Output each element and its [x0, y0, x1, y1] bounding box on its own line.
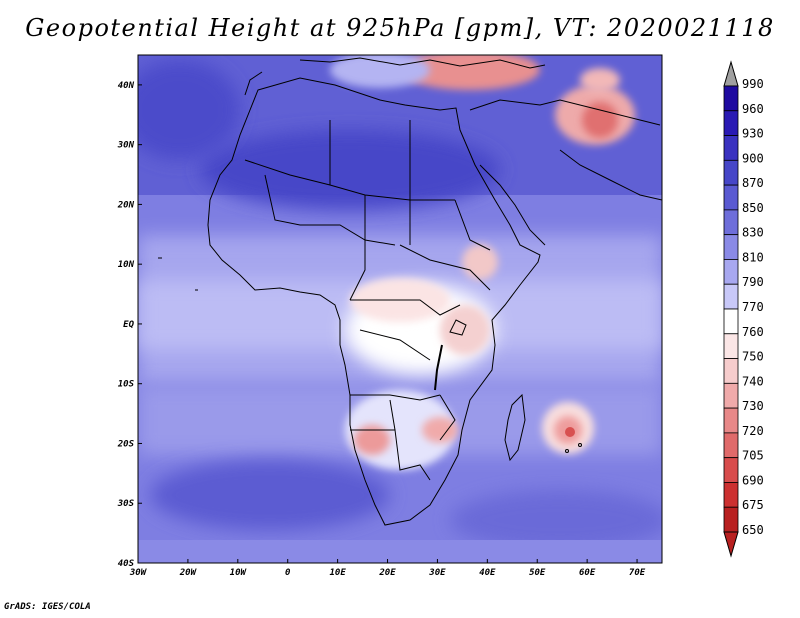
- map-frame: [137, 54, 663, 564]
- colorbar-box: [723, 482, 739, 508]
- height-field: [138, 55, 662, 563]
- colorbar-box: [723, 457, 739, 483]
- colorbar-box: [723, 259, 739, 285]
- colorbar-box: [723, 209, 739, 236]
- lat-label-20S: 20S: [117, 439, 135, 449]
- colorbar-box: [723, 432, 739, 459]
- colorbar-label-990: 990: [742, 77, 764, 91]
- lon-label-40E: 40E: [479, 568, 496, 578]
- colorbar-label-870: 870: [742, 176, 764, 190]
- colorbar-label-675: 675: [742, 498, 764, 512]
- colorbar-box: [723, 506, 739, 533]
- lat-label-EQ: EQ: [123, 320, 134, 330]
- axis-labels: 30W 20W 10W 0 10E 20E 30E 40E 50E 60E 70E 40N 30N 20N…: [117, 81, 646, 578]
- colorbar-bottom-arrow: [723, 531, 739, 558]
- lon-label-20W: 20W: [179, 568, 198, 578]
- lon-label-30W: 30W: [129, 568, 148, 578]
- colorbar-box: [723, 159, 739, 186]
- colorbar-box: [723, 358, 739, 384]
- lat-label-10N: 10N: [118, 260, 135, 270]
- colorbar: 990 960 930 900 870 850 830 810 790 770 760 750 740 7…: [723, 60, 764, 558]
- colorbar-box: [723, 110, 739, 136]
- lon-label-60E: 60E: [579, 568, 596, 578]
- colorbar-box: [723, 135, 739, 161]
- colorbar-label-760: 760: [742, 325, 764, 339]
- colorbar-label-705: 705: [742, 449, 764, 463]
- colorbar-label-830: 830: [742, 226, 764, 240]
- colorbar-box: [723, 382, 739, 409]
- lon-label-0: 0: [285, 568, 291, 578]
- colorbar-label-900: 900: [742, 151, 764, 165]
- colorbar-box: [723, 308, 739, 335]
- lat-label-40S: 40S: [118, 559, 135, 569]
- colorbar-label-770: 770: [742, 300, 764, 314]
- colorbar-box: [723, 85, 739, 112]
- lon-label-10W: 10W: [230, 568, 248, 578]
- lon-label-10E: 10E: [329, 568, 346, 578]
- colorbar-label-740: 740: [742, 374, 764, 388]
- colorbar-label-960: 960: [742, 102, 764, 116]
- lat-label-20N: 20N: [117, 200, 135, 210]
- colorbar-label-690: 690: [742, 473, 764, 487]
- colorbar-label-790: 790: [742, 275, 764, 289]
- lon-label-50E: 50E: [529, 568, 546, 578]
- coastlines: [158, 57, 662, 526]
- lat-label-10S: 10S: [118, 380, 135, 390]
- lon-label-70E: 70E: [629, 568, 646, 578]
- lat-label-30N: 30N: [117, 141, 135, 151]
- colorbar-label-850: 850: [742, 201, 764, 215]
- colorbar-box: [723, 407, 739, 434]
- colorbar-box: [723, 333, 739, 359]
- lat-label-40N: 40N: [118, 81, 135, 91]
- colorbar-box: [723, 234, 739, 260]
- plot-title: Geopotential Height at 925hPa [gpm], VT:…: [25, 14, 775, 42]
- colorbar-label-750: 750: [742, 350, 764, 364]
- lat-label-30S: 30S: [117, 499, 135, 509]
- colorbar-label-730: 730: [742, 399, 764, 413]
- colorbar-top-arrow: [723, 60, 739, 87]
- lon-label-30E: 30E: [428, 568, 446, 578]
- colorbar-label-930: 930: [742, 127, 764, 141]
- colorbar-box: [723, 184, 739, 211]
- lon-label-20E: 20E: [378, 568, 396, 578]
- colorbar-label-720: 720: [742, 424, 764, 438]
- colorbar-box: [723, 283, 739, 310]
- credit-text: GrADS: IGES/COLA: [4, 602, 91, 612]
- colorbar-label-650: 650: [742, 523, 764, 537]
- colorbar-label-810: 810: [742, 250, 764, 264]
